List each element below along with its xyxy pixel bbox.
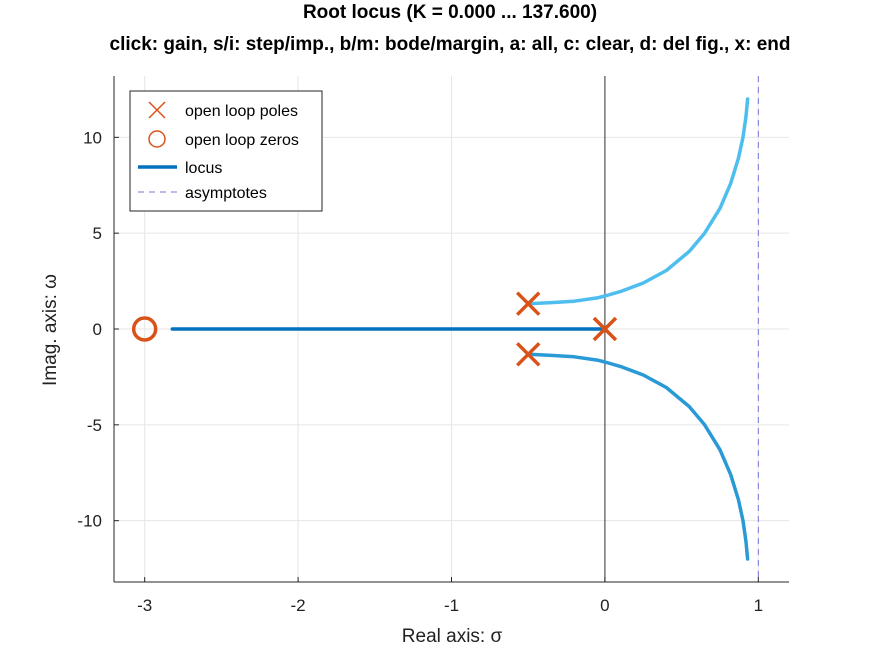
y-tick-label: 5 [93, 224, 102, 243]
chart-title: Root locus (K = 0.000 ... 137.600) [303, 2, 597, 23]
legend-label: locus [185, 160, 222, 177]
legend-entry-2[interactable]: open loop zeros [148, 130, 299, 149]
x-tick-label: 1 [754, 596, 763, 615]
y-axis-label: Imag. axis: ω [40, 274, 61, 386]
legend-box [129, 90, 323, 212]
open-loop-zero-1[interactable] [131, 316, 158, 342]
legend-label: open loop poles [185, 103, 298, 120]
locus-branch-1 [526, 97, 750, 306]
x-axis-label: Real axis: σ [402, 626, 503, 647]
y-tick-label: -5 [87, 416, 102, 435]
legend-pole-icon [148, 101, 166, 119]
axes [113, 76, 789, 583]
y-tick-label: -10 [77, 512, 102, 531]
legend-zero-icon [148, 130, 166, 148]
x-tick-label: -1 [444, 596, 459, 615]
locus-curves [170, 97, 750, 561]
legend-label: open loop zeros [185, 132, 299, 149]
locus-branch-2 [526, 352, 750, 561]
pole-x-stroke [592, 316, 618, 342]
x-tick-label: 0 [600, 596, 609, 615]
legend-label: asymptotes [185, 185, 267, 202]
x-tick-label: -2 [291, 596, 306, 615]
y-tick-label: 10 [83, 128, 102, 147]
y-tick-label: 0 [93, 320, 102, 339]
pole-x-stroke [515, 342, 541, 367]
legend[interactable]: open loop poles open loop zeros locus asymp… [129, 90, 323, 212]
legend-entry-1[interactable]: open loop poles [148, 101, 298, 120]
legend-entry-3[interactable]: locus [138, 160, 222, 177]
pole-x-stroke [515, 291, 541, 316]
open-loop-pole-2[interactable] [515, 291, 541, 316]
pole-zero-markers [131, 291, 618, 367]
legend-entry-4[interactable]: asymptotes [138, 185, 267, 202]
chart-subtitle: click: gain, s/i: step/imp., b/m: bode/m… [110, 34, 791, 55]
x-tick-label: -3 [137, 596, 152, 615]
open-loop-pole-1[interactable] [592, 316, 618, 342]
open-loop-pole-3[interactable] [515, 342, 541, 367]
